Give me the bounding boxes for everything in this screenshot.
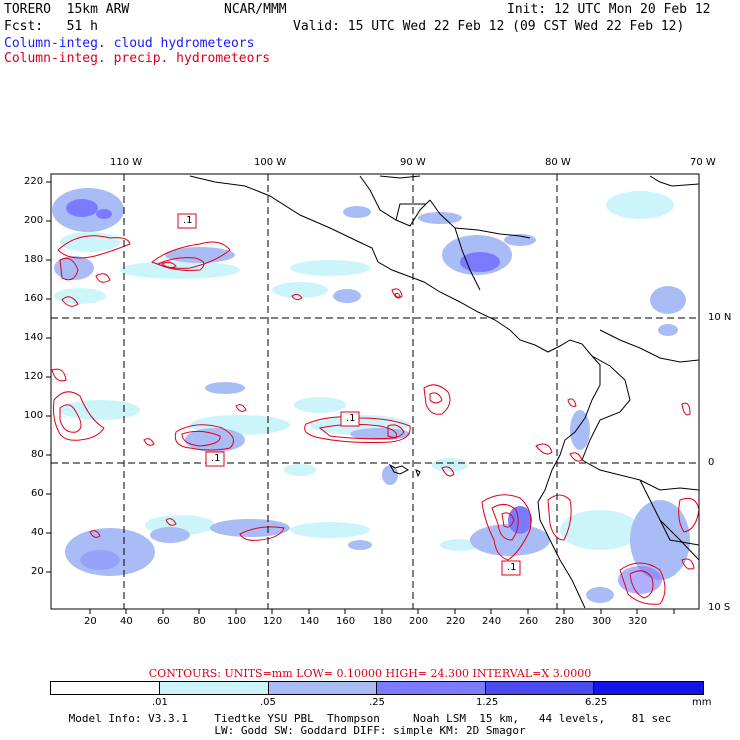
coastlines — [189, 175, 699, 609]
legend-swatch — [269, 682, 377, 694]
tick-marks — [46, 181, 675, 614]
x-tick-label: 200 — [409, 616, 429, 627]
contours-info: CONTOURS: UNITS=mm LOW= 0.10000 HIGH= 24… — [148, 667, 592, 680]
x-tick-label: 320 — [628, 616, 648, 627]
y-tick-label: 140 — [24, 332, 44, 343]
contour-label: .1 — [211, 453, 221, 464]
y-tick-label: 40 — [31, 527, 44, 538]
legend-threshold: .05 — [260, 697, 276, 708]
legend-swatch — [486, 682, 594, 694]
legend-threshold: 6.25 — [585, 697, 608, 708]
x-tick-label: 240 — [482, 616, 502, 627]
x-tick-label: 160 — [336, 616, 356, 627]
legend-units: mm — [692, 697, 712, 708]
valid-time: Valid: 15 UTC Wed 22 Feb 12 (09 CST Wed … — [293, 19, 685, 34]
color-legend — [50, 681, 704, 695]
x-tick-label: 20 — [84, 616, 97, 627]
legend-swatch — [51, 682, 160, 694]
y-tick-label: 160 — [24, 293, 44, 304]
forecast-hour: Fcst: 51 h — [4, 19, 98, 34]
lon-label-110w: 110 W — [110, 157, 143, 168]
model-info-line1: Model Info: V3.3.1 Tiedtke YSU PBL Thomp… — [68, 712, 672, 725]
legend-threshold: 1.25 — [476, 697, 499, 708]
x-tick-label: 80 — [193, 616, 206, 627]
x-tick-label: 100 — [227, 616, 247, 627]
cloud-shading — [52, 188, 690, 603]
lon-label-90w: 90 W — [400, 157, 426, 168]
y-tick-label: 80 — [31, 449, 44, 460]
lon-label-100w: 100 W — [254, 157, 287, 168]
field-precip-label: Column-integ. precip. hydrometeors — [4, 51, 271, 66]
y-tick-label: 20 — [31, 566, 44, 577]
lat-label-0: 0 — [708, 457, 715, 468]
lat-label-10n: 10 N — [708, 312, 732, 323]
contour-label: .1 — [346, 413, 356, 424]
contour-label-boxes — [177, 213, 521, 576]
legend-threshold: .01 — [152, 697, 168, 708]
init-time: Init: 12 UTC Mon 20 Feb 12 — [507, 2, 711, 17]
contour-label: .1 — [507, 562, 517, 573]
x-tick-label: 180 — [373, 616, 393, 627]
contour-label: .1 — [183, 215, 193, 226]
model-info-line2: LW: Godd SW: Goddard DIFF: simple KM: 2D… — [214, 724, 526, 737]
legend-swatch — [594, 682, 703, 694]
x-tick-label: 60 — [157, 616, 170, 627]
legend-swatch — [160, 682, 269, 694]
legend-threshold: .25 — [369, 697, 385, 708]
x-tick-label: 280 — [555, 616, 575, 627]
y-tick-label: 220 — [24, 176, 44, 187]
y-tick-label: 60 — [31, 488, 44, 499]
model-title: TORERO 15km ARW — [4, 2, 130, 17]
x-tick-label: 220 — [446, 616, 466, 627]
x-tick-label: 300 — [592, 616, 612, 627]
x-tick-label: 140 — [300, 616, 320, 627]
plot-frame — [50, 173, 700, 610]
y-tick-label: 120 — [24, 371, 44, 382]
lon-label-80w: 80 W — [545, 157, 571, 168]
graticule — [51, 174, 699, 609]
lon-label-70w: 70 W — [690, 157, 716, 168]
x-tick-label: 260 — [519, 616, 539, 627]
x-tick-label: 40 — [120, 616, 133, 627]
lat-label-10s: 10 S — [708, 602, 731, 613]
y-tick-label: 100 — [24, 410, 44, 421]
legend-swatch — [377, 682, 486, 694]
x-tick-label: 120 — [263, 616, 283, 627]
field-cloud-label: Column-integ. cloud hydrometeors — [4, 36, 255, 51]
y-tick-label: 200 — [24, 215, 44, 226]
y-tick-label: 180 — [24, 254, 44, 265]
center-label: NCAR/MMM — [224, 2, 287, 17]
